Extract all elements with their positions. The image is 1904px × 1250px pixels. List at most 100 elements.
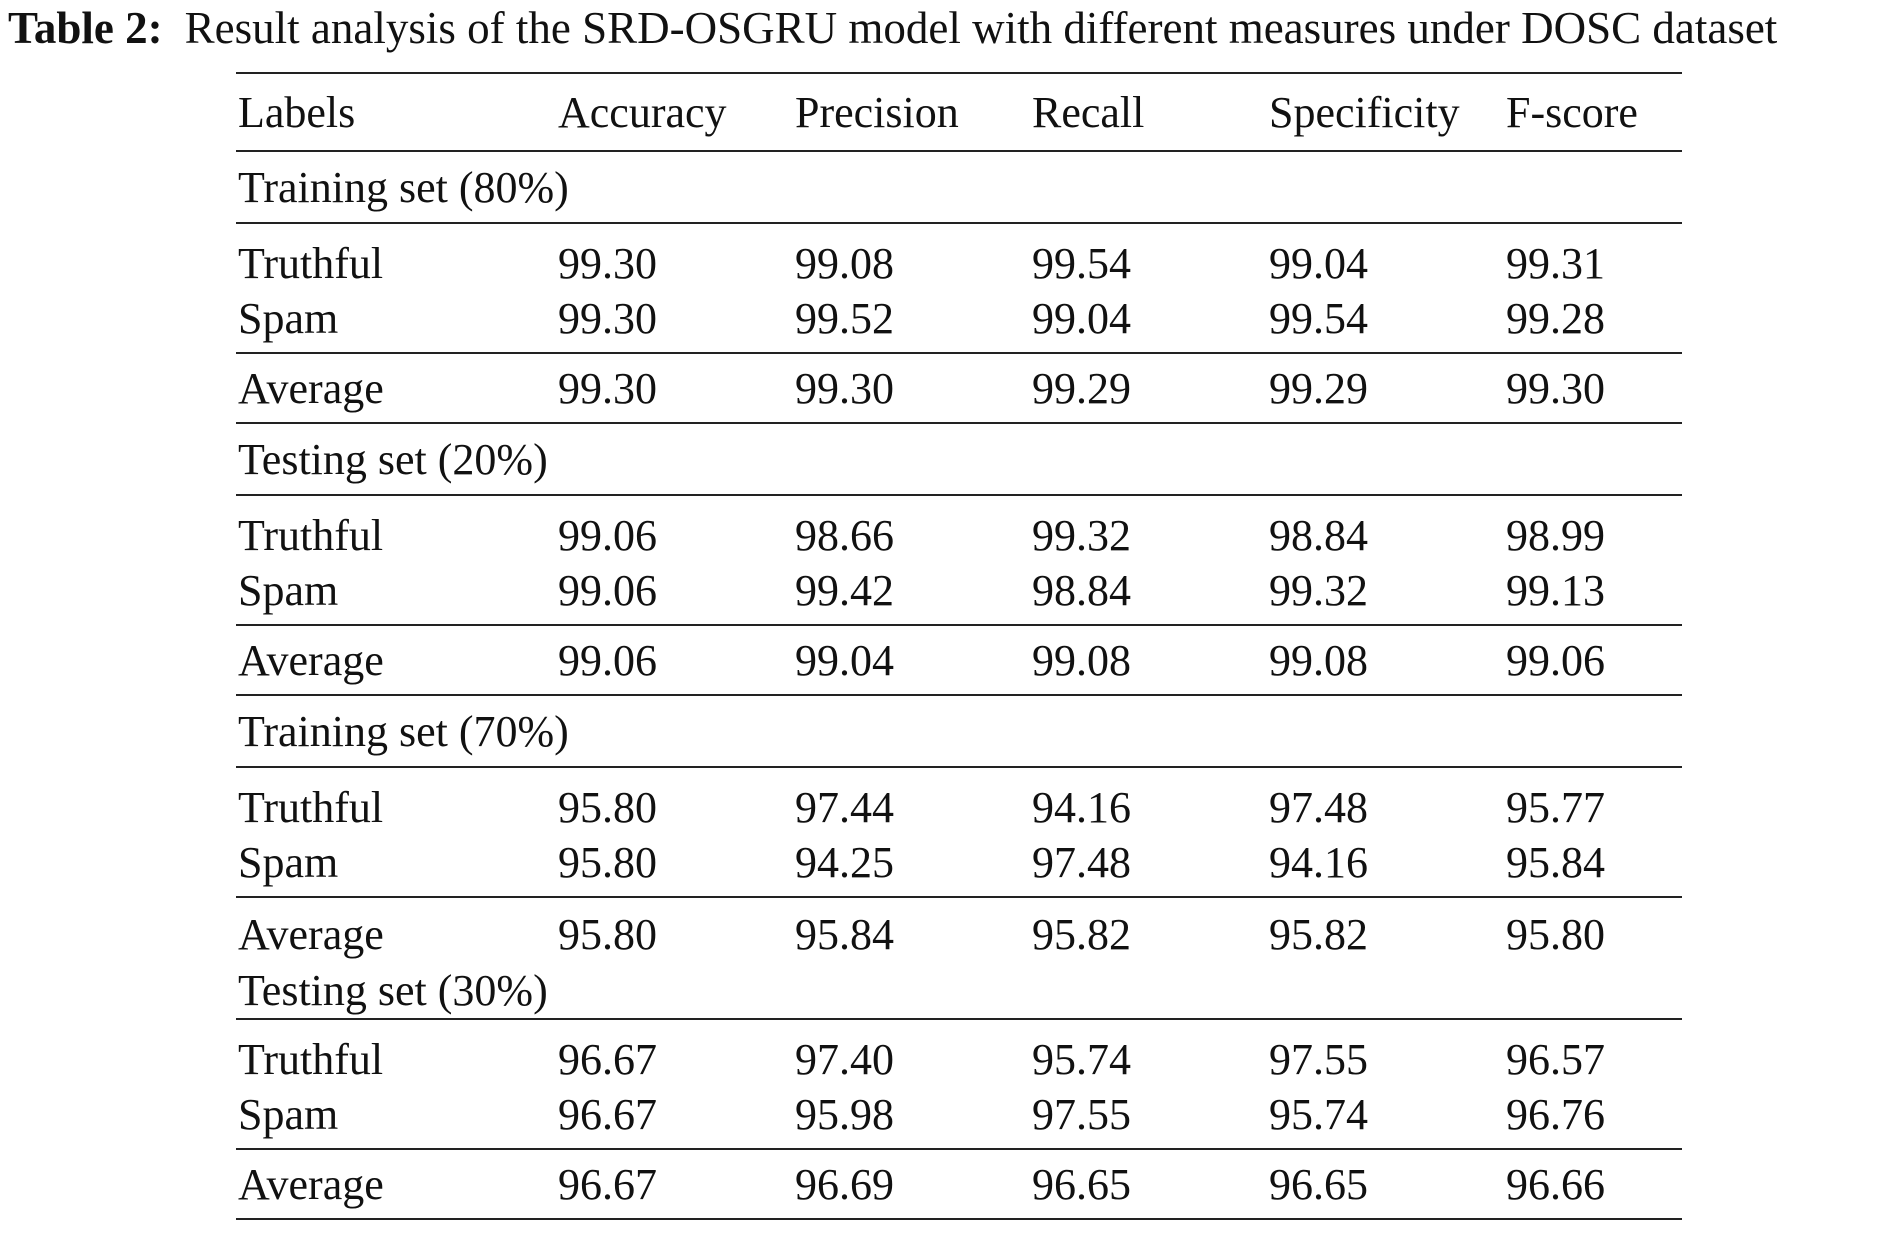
cell-specificity: 98.84	[1269, 511, 1368, 560]
cell-specificity: 99.29	[1269, 363, 1368, 413]
group-title: Training set (70%)	[238, 706, 569, 756]
cell-precision: 96.69	[795, 1159, 894, 1209]
cell-accuracy: 99.30	[558, 294, 657, 343]
caption-text: Result analysis of the SRD-OSGRU model w…	[184, 3, 1778, 53]
group-end-rule	[236, 694, 1682, 696]
average-row: Average 95.80 95.84 95.82 95.82 95.80	[236, 906, 1682, 962]
cell-accuracy: 95.80	[558, 838, 657, 887]
average-rule	[236, 896, 1682, 898]
cell-precision: 99.42	[795, 566, 894, 615]
cell-recall: 99.54	[1032, 239, 1131, 288]
cell-recall: 99.32	[1032, 511, 1131, 560]
cell-f-score: 99.06	[1506, 635, 1605, 685]
cell-recall: 97.48	[1032, 838, 1131, 887]
average-row: Average 99.30 99.30 99.29 99.29 99.30	[236, 354, 1682, 422]
col-header-recall: Recall	[1032, 87, 1145, 137]
cell-accuracy: 99.30	[558, 363, 657, 413]
cell-accuracy: 95.80	[558, 909, 657, 959]
cell-precision: 94.25	[795, 838, 894, 887]
row-label: Spam	[238, 1090, 339, 1139]
cell-f-score: 96.57	[1506, 1035, 1605, 1084]
group-end-rule	[236, 422, 1682, 424]
table-caption: Table 2: Result analysis of the SRD-OSGRU…	[8, 2, 1777, 54]
cell-f-score: 99.13	[1506, 566, 1605, 615]
average-rule	[236, 1148, 1682, 1150]
table-row: Truthful 96.67 97.40 95.74 97.55 96.57	[236, 1032, 1682, 1087]
cell-f-score: 95.84	[1506, 838, 1605, 887]
cell-specificity: 99.08	[1269, 635, 1368, 685]
group-rule	[236, 1018, 1682, 1020]
cell-precision: 97.40	[795, 1035, 894, 1084]
cell-precision: 98.66	[795, 511, 894, 560]
table-row: Spam 95.80 94.25 97.48 94.16 95.84	[236, 835, 1682, 890]
cell-f-score: 95.80	[1506, 909, 1605, 959]
group-rule	[236, 766, 1682, 768]
col-header-labels: Labels	[238, 87, 356, 137]
col-header-f-score: F-score	[1506, 87, 1638, 137]
row-label: Average	[238, 909, 384, 959]
caption-label: Table 2:	[8, 3, 163, 53]
cell-recall: 98.84	[1032, 566, 1131, 615]
cell-accuracy: 96.67	[558, 1035, 657, 1084]
cell-recall: 99.08	[1032, 635, 1131, 685]
group-title: Testing set (20%)	[238, 434, 548, 484]
cell-recall: 99.29	[1032, 363, 1131, 413]
col-header-accuracy: Accuracy	[558, 87, 727, 137]
cell-recall: 99.04	[1032, 294, 1131, 343]
cell-f-score: 99.31	[1506, 239, 1605, 288]
cell-precision: 99.04	[795, 635, 894, 685]
cell-recall: 95.74	[1032, 1035, 1131, 1084]
cell-recall: 96.65	[1032, 1159, 1131, 1209]
row-label: Spam	[238, 294, 339, 343]
cell-accuracy: 99.06	[558, 511, 657, 560]
average-rule	[236, 352, 1682, 354]
group-title: Training set (80%)	[238, 162, 569, 212]
row-label: Truthful	[238, 1035, 384, 1084]
cell-specificity: 94.16	[1269, 838, 1368, 887]
top-rule	[236, 72, 1682, 74]
row-label: Truthful	[238, 783, 384, 832]
row-label: Average	[238, 1159, 384, 1209]
group-title: Testing set (30%)	[238, 965, 548, 1015]
average-row: Average 96.67 96.69 96.65 96.65 96.66	[236, 1150, 1682, 1218]
cell-accuracy: 96.67	[558, 1090, 657, 1139]
cell-specificity: 95.82	[1269, 909, 1368, 959]
row-label: Spam	[238, 838, 339, 887]
cell-f-score: 95.77	[1506, 783, 1605, 832]
cell-precision: 95.84	[795, 909, 894, 959]
header-row: Labels Accuracy Precision Recall Specifi…	[236, 74, 1682, 150]
cell-recall: 94.16	[1032, 783, 1131, 832]
col-header-precision: Precision	[795, 87, 959, 137]
average-row: Average 99.06 99.04 99.08 99.08 99.06	[236, 626, 1682, 694]
bottom-rule	[236, 1218, 1682, 1220]
cell-f-score: 96.76	[1506, 1090, 1605, 1139]
cell-specificity: 97.48	[1269, 783, 1368, 832]
cell-recall: 97.55	[1032, 1090, 1131, 1139]
cell-accuracy: 99.06	[558, 635, 657, 685]
cell-accuracy: 95.80	[558, 783, 657, 832]
group-rule	[236, 222, 1682, 224]
table-row: Truthful 95.80 97.44 94.16 97.48 95.77	[236, 780, 1682, 835]
cell-specificity: 95.74	[1269, 1090, 1368, 1139]
cell-f-score: 96.66	[1506, 1159, 1605, 1209]
cell-precision: 99.08	[795, 239, 894, 288]
cell-precision: 99.30	[795, 363, 894, 413]
cell-specificity: 96.65	[1269, 1159, 1368, 1209]
table-row: Truthful 99.06 98.66 99.32 98.84 98.99	[236, 508, 1682, 563]
cell-f-score: 99.30	[1506, 363, 1605, 413]
cell-accuracy: 99.06	[558, 566, 657, 615]
row-label: Truthful	[238, 239, 384, 288]
table-row: Truthful 99.30 99.08 99.54 99.04 99.31	[236, 236, 1682, 291]
table-row: Spam 99.30 99.52 99.04 99.54 99.28	[236, 291, 1682, 346]
cell-specificity: 99.54	[1269, 294, 1368, 343]
cell-accuracy: 99.30	[558, 239, 657, 288]
row-label: Spam	[238, 566, 339, 615]
group-rule	[236, 494, 1682, 496]
row-label: Average	[238, 635, 384, 685]
header-rule	[236, 150, 1682, 152]
table-row: Spam 96.67 95.98 97.55 95.74 96.76	[236, 1087, 1682, 1142]
cell-precision: 95.98	[795, 1090, 894, 1139]
cell-recall: 95.82	[1032, 909, 1131, 959]
table-row: Spam 99.06 99.42 98.84 99.32 99.13	[236, 563, 1682, 618]
results-table: Labels Accuracy Precision Recall Specifi…	[236, 72, 1682, 1220]
